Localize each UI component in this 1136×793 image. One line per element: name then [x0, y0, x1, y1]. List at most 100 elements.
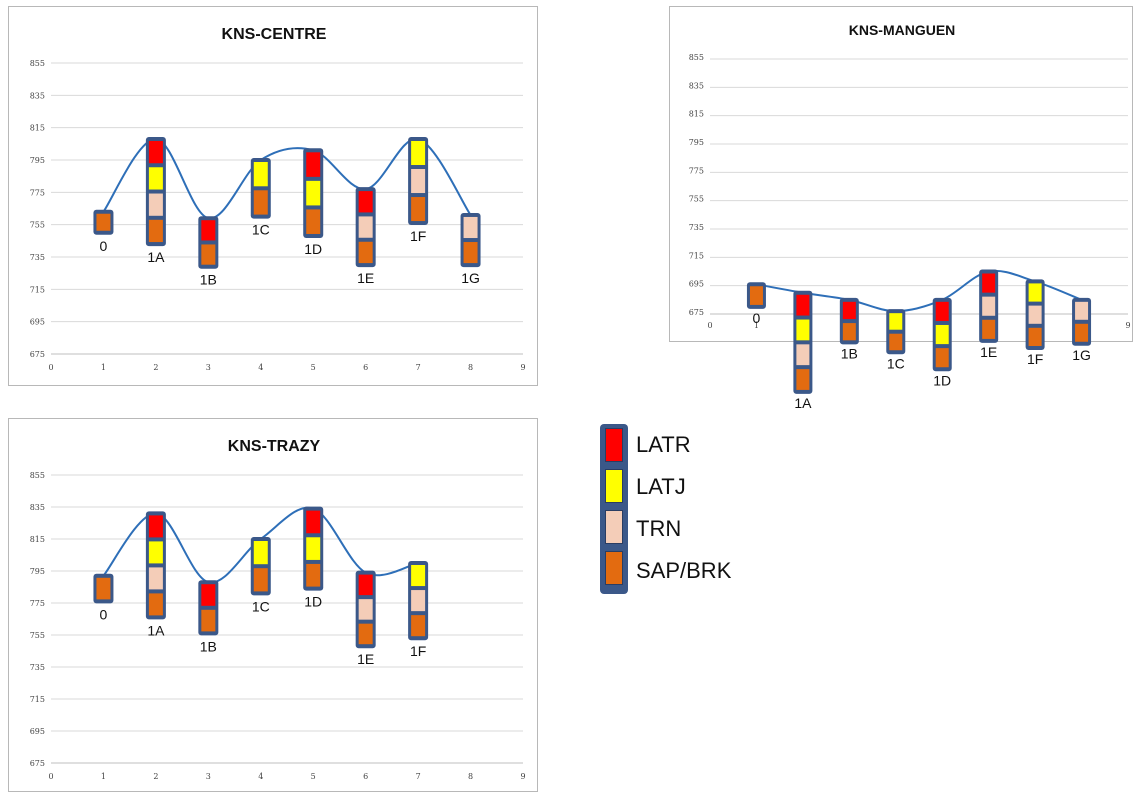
- chart-kns-centre: KNS-CENTRE675695715735755775795815835855…: [30, 26, 526, 372]
- bar-segment-latr: [358, 191, 373, 213]
- y-tick-label: 735: [689, 223, 704, 232]
- x-tick-label: 1: [754, 321, 759, 330]
- bar-segment-sap-brk: [411, 615, 426, 637]
- point-label: 1A: [147, 249, 165, 265]
- bar-segment-latr: [201, 220, 216, 241]
- point-label: 1F: [410, 643, 426, 659]
- y-tick-label: 695: [30, 318, 45, 327]
- y-tick-label: 855: [30, 471, 45, 480]
- bar-segment-sap-brk: [306, 563, 321, 587]
- chart-panel-kns-centre: KNS-CENTRE 675 695 715 735 755 775 795 815 835 855…: [8, 6, 538, 386]
- y-tick-label: 695: [689, 280, 704, 289]
- point-label: 1C: [887, 355, 905, 371]
- bar-segment-sap-brk: [842, 323, 856, 341]
- y-tick-label: 675: [30, 759, 45, 768]
- bar-segment-sap-brk: [889, 333, 903, 351]
- legend-label-latr: LATR: [636, 432, 691, 457]
- y-tick-label: 755: [689, 195, 704, 204]
- x-tick-label: 3: [206, 363, 211, 372]
- legend: LATR LATJ TRN SAP/BRK: [600, 424, 760, 594]
- bar-segment-latr: [201, 584, 216, 606]
- chart-title: KNS-MANGUEN: [849, 22, 956, 38]
- bar-segment-sap-brk: [358, 623, 373, 645]
- bar-frame-1a: [793, 290, 813, 394]
- bar-segment-latj: [253, 162, 268, 187]
- bar-segment-trn: [463, 216, 478, 239]
- legend-swatch-strip: [600, 424, 628, 594]
- x-tick-label: 9: [520, 363, 525, 372]
- point-label: 1C: [252, 222, 270, 238]
- bar-segment-sap-brk: [982, 319, 996, 339]
- x-tick-label: 1: [101, 772, 106, 781]
- chart-title: KNS-TRAZY: [228, 438, 321, 455]
- chart-kns-manguen: KNS-MANGUEN 675 695 715 735 755 775 795 815 835 85…: [689, 22, 1131, 411]
- bar-segment-trn: [358, 599, 373, 620]
- point-label: 1B: [200, 272, 217, 288]
- bar-segment-sap-brk: [201, 609, 216, 632]
- legend-swatch-sap-brk: [605, 551, 623, 585]
- x-tick-label: 5: [311, 772, 316, 781]
- y-tick-label: 855: [689, 53, 704, 62]
- bar-segment-sap-brk: [201, 244, 216, 265]
- bar-segment-sap-brk: [96, 213, 111, 231]
- x-tick-label: 8: [468, 772, 473, 781]
- bar-segment-sap-brk: [253, 568, 268, 592]
- bar-segment-latr: [796, 294, 810, 316]
- chart-panel-kns-manguen: KNS-MANGUEN 675 695 715 735 755 775 795 815 835 85…: [669, 6, 1133, 411]
- point-label: 1A: [794, 395, 812, 411]
- x-tick-label: 1: [101, 363, 106, 372]
- y-tick-label: 775: [689, 166, 704, 175]
- bar-segment-latr: [306, 510, 321, 534]
- bar-segment-latj: [253, 541, 268, 565]
- bar-segment-trn: [148, 193, 163, 216]
- point-label: 1E: [357, 651, 374, 667]
- bar-segment-latj: [411, 140, 426, 166]
- x-tick-label: 2: [153, 363, 158, 372]
- bar-segment-sap-brk: [96, 577, 111, 600]
- bar-segment-sap-brk: [148, 219, 163, 243]
- x-tick-label: 8: [468, 363, 473, 372]
- point-label: 0: [753, 310, 761, 326]
- legend-swatch-trn: [605, 510, 623, 544]
- point-label: 1F: [1027, 351, 1043, 367]
- point-label: 1G: [1072, 347, 1091, 363]
- y-tick-label: 815: [689, 110, 704, 119]
- point-label: 1E: [357, 270, 374, 286]
- y-tick-label: 675: [30, 350, 45, 359]
- bar-segment-latr: [935, 301, 949, 321]
- x-tick-label: 2: [153, 772, 158, 781]
- y-tick-label: 795: [30, 156, 45, 165]
- bar-segment-latj: [889, 313, 903, 330]
- bar-segment-latj: [411, 565, 426, 587]
- x-tick-label: 7: [416, 772, 421, 781]
- y-tick-label: 735: [30, 663, 45, 672]
- x-tick-label: 7: [416, 363, 421, 372]
- point-label: 1F: [410, 228, 426, 244]
- bar-segment-latj: [1028, 283, 1042, 302]
- legend-label-latj: LATJ: [636, 474, 686, 499]
- x-tick-label: 4: [258, 363, 263, 372]
- bar-frame-1a: [145, 136, 166, 247]
- point-label: 1G: [461, 270, 480, 286]
- bar-segment-sap-brk: [253, 190, 268, 215]
- bar-segment-sap-brk: [1028, 327, 1042, 346]
- x-tick-label: 0: [707, 321, 712, 330]
- y-tick-label: 735: [30, 253, 45, 262]
- bar-segment-sap-brk: [463, 242, 478, 264]
- y-tick-label: 755: [30, 631, 45, 640]
- legend-swatch-latj: [605, 469, 623, 503]
- bar-segment-latj: [148, 541, 163, 564]
- bar-segment-latr: [982, 273, 996, 293]
- chart-kns-trazy: KNS-TRAZY6756957157357557757958158358550…: [30, 438, 526, 781]
- point-label: 1B: [200, 638, 217, 654]
- y-tick-label: 795: [30, 567, 45, 576]
- y-tick-label: 755: [30, 221, 45, 230]
- point-label: 1D: [933, 372, 951, 388]
- bar-segment-latj: [935, 324, 949, 345]
- x-tick-label: 6: [363, 363, 368, 372]
- x-tick-label: 0: [48, 363, 53, 372]
- bar-segment-latj: [306, 180, 321, 206]
- y-tick-label: 815: [30, 535, 45, 544]
- bar-segment-latr: [842, 301, 856, 320]
- bar-segment-sap-brk: [1075, 323, 1089, 342]
